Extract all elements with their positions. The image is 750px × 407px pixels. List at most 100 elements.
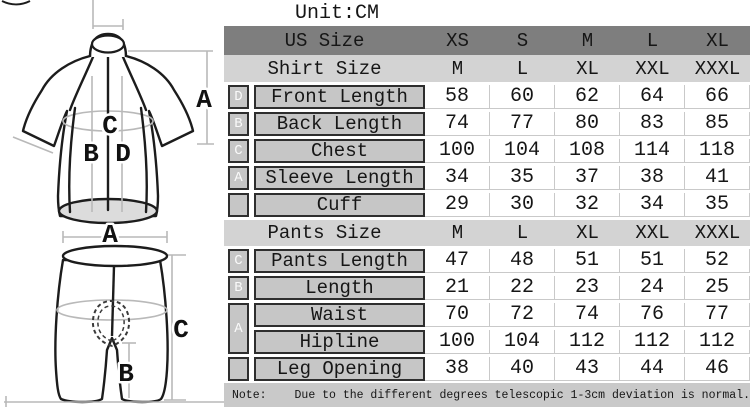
- shirt-size-value: XXXL: [694, 57, 741, 80]
- value-cell: 38: [620, 166, 685, 190]
- shorts-drawing: A C B: [4, 218, 227, 407]
- value-cell: 100: [425, 139, 490, 163]
- table-row-sleeve-length: A Sleeve Length 34 35 37 38 41: [224, 166, 750, 190]
- value-cell: 66: [685, 85, 750, 109]
- us-size-value: L: [646, 29, 659, 52]
- value-cell: 58: [425, 85, 490, 109]
- value-cell: 77: [490, 112, 555, 136]
- pants-size-value: M: [451, 222, 464, 244]
- pants-size-value: L: [516, 222, 529, 244]
- value-cell: 104: [490, 139, 555, 163]
- value-cell: 104: [490, 330, 555, 354]
- measurement-label: Sleeve Length: [254, 166, 425, 190]
- shorts-length-label: C: [173, 315, 189, 345]
- value-cell: 74: [555, 303, 620, 327]
- jersey-drawing: A C B D: [12, 0, 215, 225]
- value-cell: 37: [555, 166, 620, 190]
- value-cell: 35: [490, 166, 555, 190]
- shorts-inseam-label: B: [118, 359, 134, 389]
- value-cell: 70: [425, 303, 490, 327]
- table-row-back-length: B Back Length 74 77 80 83 85: [224, 112, 750, 136]
- jersey-front-length-label: D: [115, 139, 131, 169]
- table-row-length: B Length 21 22 23 24 25: [224, 276, 750, 300]
- value-cell: 30: [490, 193, 555, 217]
- value-cell: 80: [555, 112, 620, 136]
- dimension-letter-cell: C: [228, 249, 249, 273]
- value-cell: 62: [555, 85, 620, 109]
- unit-title-row: Unit:CM: [224, 0, 750, 26]
- value-cell: 51: [555, 249, 620, 273]
- dimension-letter-cell: B: [228, 276, 249, 300]
- shirt-size-value: XL: [576, 57, 599, 80]
- shirt-size-header-label: Shirt Size: [267, 57, 382, 80]
- value-cell: 23: [555, 276, 620, 300]
- value-cell: 64: [620, 85, 685, 109]
- pants-size-header-row: Pants Size M L XL XXL XXXL: [224, 220, 750, 246]
- value-cell: 35: [685, 193, 750, 217]
- measurement-label: Hipline: [254, 330, 425, 354]
- value-cell: 112: [685, 330, 750, 354]
- jersey-chest-label: C: [102, 111, 118, 141]
- table-row-leg-opening: Leg Opening 38 40 43 44 46: [224, 357, 750, 381]
- value-cell: 43: [555, 357, 620, 381]
- us-size-header-label: US Size: [284, 29, 365, 52]
- unit-label: Unit:CM: [295, 1, 380, 25]
- value-cell: 51: [620, 249, 685, 273]
- value-cell: 112: [620, 330, 685, 354]
- value-cell: 48: [490, 249, 555, 273]
- apparel-measurement-diagram: A C B D: [0, 0, 228, 407]
- value-cell: 60: [490, 85, 555, 109]
- table-row-front-length: D Front Length 58 60 62 64 66: [224, 85, 750, 109]
- value-cell: 25: [685, 276, 750, 300]
- us-size-header-row: US Size XS S M L XL: [224, 26, 750, 55]
- us-size-value: XL: [706, 29, 729, 52]
- table-row-hipline: Hipline 100 104 112 112 112: [224, 330, 750, 354]
- value-cell: 74: [425, 112, 490, 136]
- measurement-label: Pants Length: [254, 249, 425, 273]
- value-cell: 34: [620, 193, 685, 217]
- shirt-size-value: XXL: [635, 57, 670, 80]
- value-cell: 114: [620, 139, 685, 163]
- pants-size-header-label: Pants Size: [267, 222, 382, 244]
- dimension-letter-cell: D: [228, 85, 249, 109]
- value-cell: 41: [685, 166, 750, 190]
- dimension-letter-cell: [228, 193, 249, 217]
- size-table: Unit:CM US Size XS S M L XL Shirt Size M…: [224, 0, 750, 407]
- measurement-label: Chest: [254, 139, 425, 163]
- dimension-letter-cell: A: [228, 166, 249, 190]
- table-row-waist: A Waist 70 72 74 76 77: [224, 303, 750, 354]
- measurement-label: Leg Opening: [254, 357, 425, 381]
- value-cell: 29: [425, 193, 490, 217]
- dimension-letter-cell-merged: A: [228, 303, 249, 354]
- value-cell: 44: [620, 357, 685, 381]
- pants-size-value: XXXL: [694, 222, 741, 244]
- measurement-label: Waist: [254, 303, 425, 327]
- value-cell: 76: [620, 303, 685, 327]
- value-cell: 40: [490, 357, 555, 381]
- jersey-back-length-label: B: [83, 139, 99, 169]
- value-cell: 47: [425, 249, 490, 273]
- value-cell: 24: [620, 276, 685, 300]
- value-cell: 32: [555, 193, 620, 217]
- measurement-label: Length: [254, 276, 425, 300]
- jersey-sleeve-length-label: A: [196, 85, 212, 115]
- value-cell: 52: [685, 249, 750, 273]
- value-cell: 46: [685, 357, 750, 381]
- note-label: Note:: [232, 388, 267, 402]
- us-size-value: XS: [446, 29, 469, 52]
- value-cell: 21: [425, 276, 490, 300]
- value-cell: 108: [555, 139, 620, 163]
- value-cell: 72: [490, 303, 555, 327]
- us-size-value: M: [581, 29, 594, 52]
- note-row: Note: Due to the different degrees teles…: [224, 383, 750, 407]
- measurement-label: Front Length: [254, 85, 425, 109]
- value-cell: 83: [620, 112, 685, 136]
- dimension-letter-cell: [228, 357, 249, 381]
- table-row-cuff: Cuff 29 30 32 34 35: [224, 193, 750, 217]
- note-text: Due to the different degrees telescopic …: [294, 388, 750, 402]
- shorts-waist-label: A: [102, 220, 118, 250]
- table-row-chest: C Chest 100 104 108 114 118: [224, 139, 750, 163]
- value-cell: 22: [490, 276, 555, 300]
- value-cell: 34: [425, 166, 490, 190]
